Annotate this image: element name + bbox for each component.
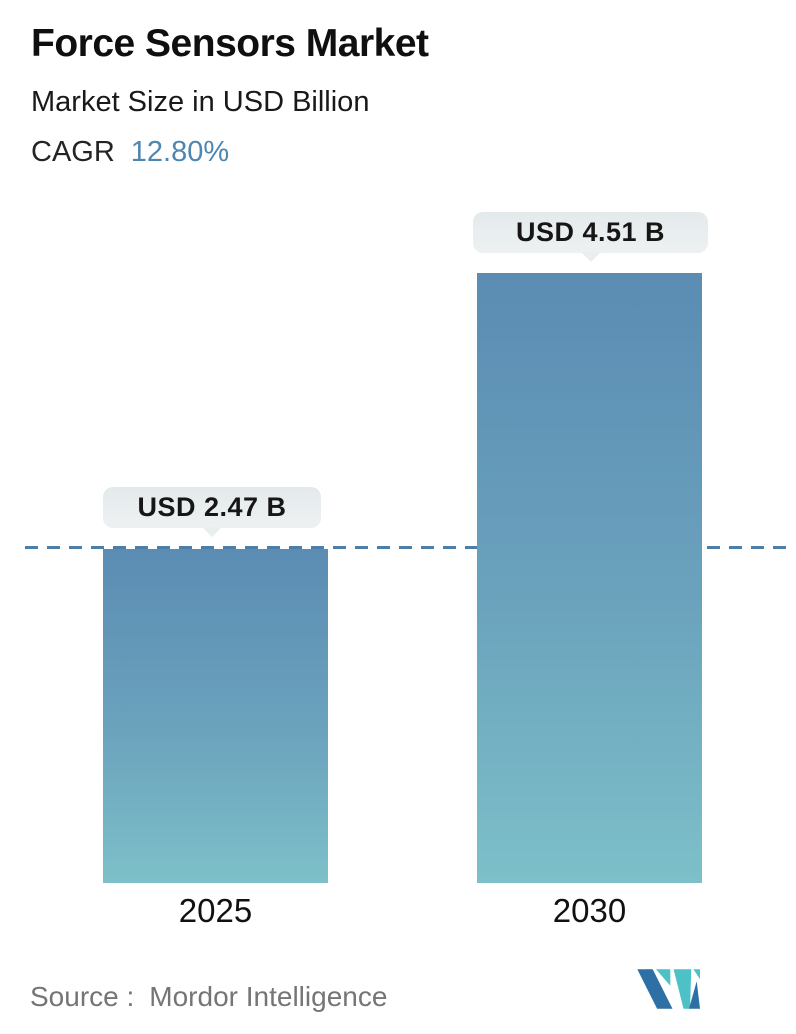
badge-pointer-down-icon [580, 252, 601, 262]
source-label: Source : [30, 981, 135, 1012]
source-line: Source : Mordor Intelligence [30, 981, 387, 1013]
badge-pointer-down-icon [202, 527, 222, 537]
value-badge-2030: USD 4.51 B [473, 212, 708, 262]
value-badge-2025: USD 2.47 B [103, 487, 321, 537]
value-badge-2030-label: USD 4.51 B [515, 217, 666, 247]
chart-title: Force Sensors Market [31, 22, 429, 65]
chart-subtitle: Market Size in USD Billion [31, 86, 370, 118]
bar-2025 [103, 549, 328, 883]
cagr-value: 12.80% [130, 136, 230, 168]
cagr-row: CAGR 12.80% [31, 136, 229, 169]
cagr-label: CAGR [31, 136, 115, 168]
x-axis-label-2030: 2030 [552, 892, 627, 929]
reference-dashed-line [25, 546, 790, 549]
x-axis-label-2025: 2025 [178, 892, 253, 929]
mordor-intelligence-logo [637, 969, 700, 1009]
value-badge-2025-label: USD 2.47 B [137, 492, 287, 522]
bar-2030 [477, 273, 702, 883]
source-value: Mordor Intelligence [149, 981, 388, 1012]
